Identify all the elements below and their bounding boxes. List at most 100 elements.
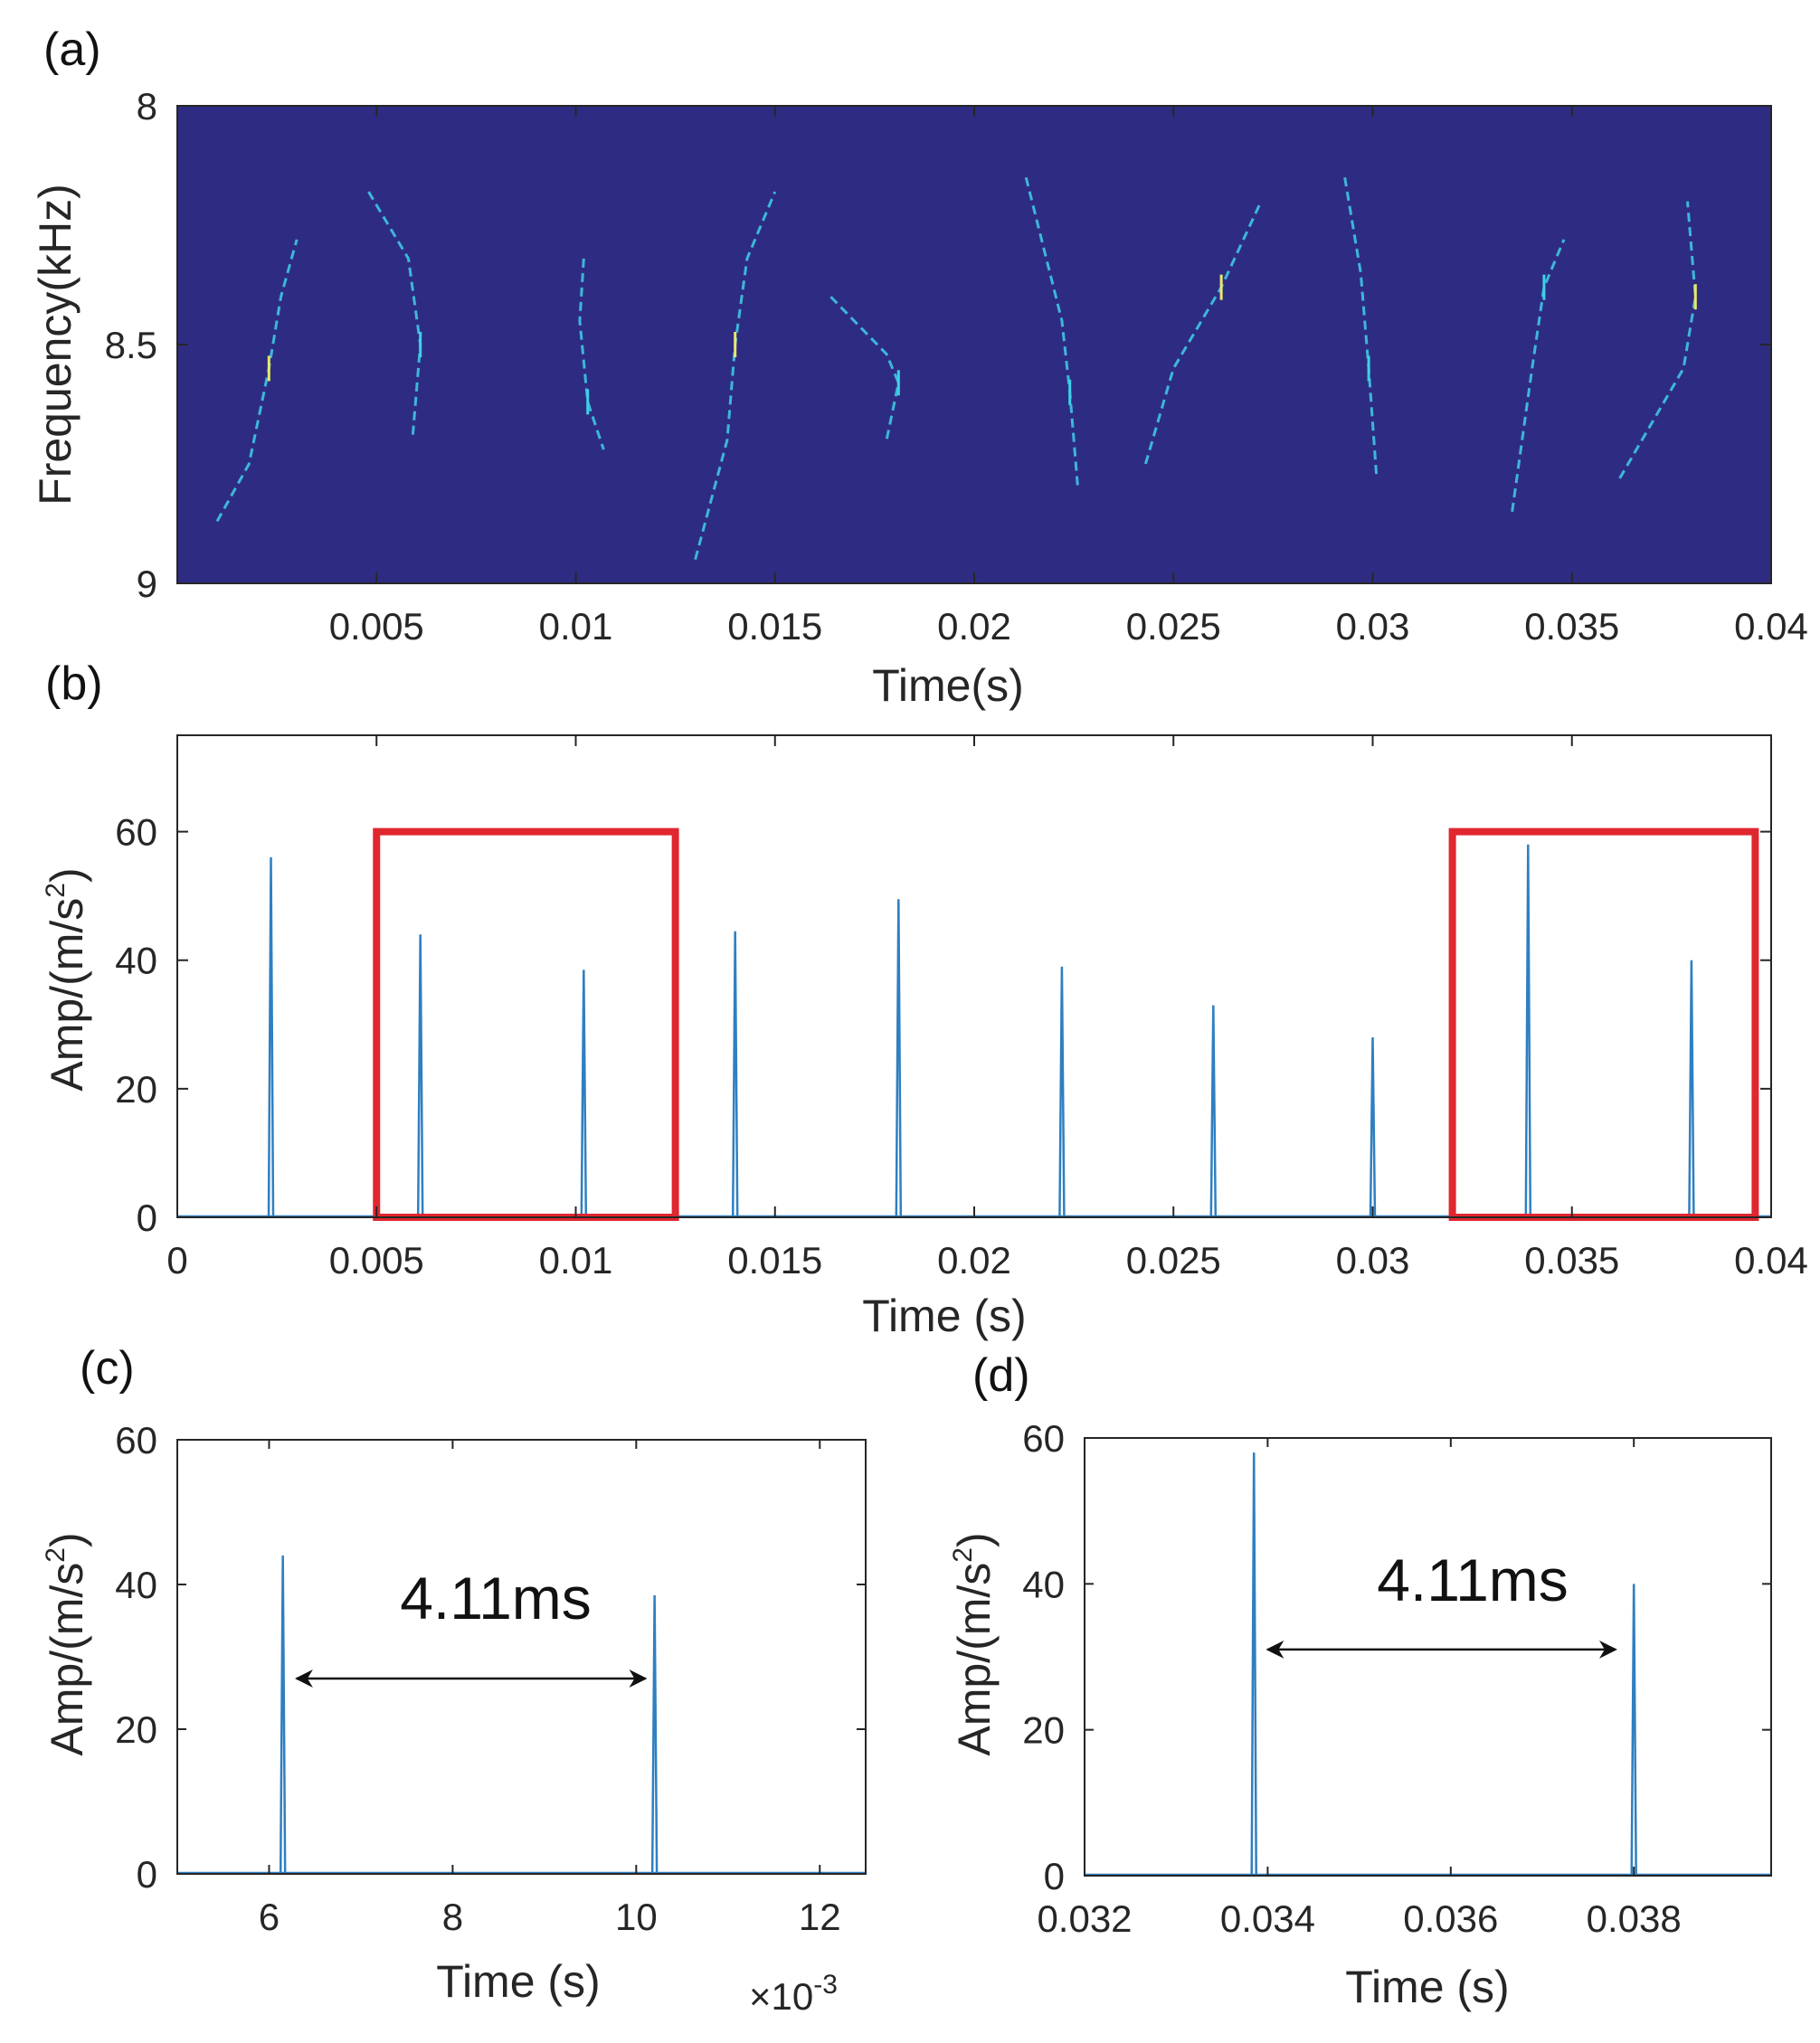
spectrogram-x-tick-labels: 0.005 0.01 0.015 0.02 0.025 0.03 0.035 0.04 [329, 605, 1808, 648]
panel-d: (d) 0.032 0.034 0.036 0.038 0 20 40 60 Time (s… [948, 1349, 1772, 2012]
x-tick-label-b: 0.01 [539, 1239, 613, 1282]
y-axis-label-d: Amp/(m/s2) [948, 1532, 1000, 1755]
x-tick-label-b: 0.04 [1734, 1239, 1808, 1282]
impulse-peak-d [1630, 1584, 1637, 1877]
impulse-peak-b [416, 934, 424, 1218]
spectrogram-plot-area [177, 106, 1771, 583]
x-axis-label-d: Time (s) [1345, 1962, 1509, 2012]
x-tick-label-b: 0.035 [1524, 1239, 1619, 1282]
spectrogram-ridge-2 [367, 191, 422, 440]
spectrogram-y-tick-labels: 88.59 [105, 85, 157, 605]
x-tick-label-b: 0 [166, 1239, 187, 1282]
x-tick-label-c: 8 [442, 1896, 463, 1938]
impulse-peak-b [580, 969, 588, 1218]
impulse-peak-c [279, 1555, 287, 1875]
x-tick-label-d: 0.036 [1403, 1897, 1498, 1940]
x-tick-label-a: 0.025 [1126, 605, 1221, 648]
y-tick-label-d: 60 [1022, 1417, 1065, 1460]
spectrogram-ridge-10 [1618, 201, 1697, 479]
impulse-peak-b [1369, 1036, 1377, 1218]
spectrogram-axes [176, 105, 1772, 584]
x-tick-label-a: 0.04 [1734, 605, 1808, 648]
y-tick-label-c: 40 [115, 1564, 157, 1606]
y-tick-label-b: 0 [137, 1196, 157, 1239]
x-tick-label-a: 0.02 [937, 605, 1011, 648]
x-tick-label-a: 0.015 [727, 605, 822, 648]
spectrogram-ridges [215, 176, 1697, 560]
x-tick-label-d: 0.034 [1220, 1897, 1315, 1940]
impulse-peak-d [1250, 1452, 1257, 1877]
spectrogram-ridge-3 [578, 258, 605, 450]
x-axis-label-b: Time (s) [862, 1291, 1026, 1341]
y-axis-label-a: Frequency(kHz) [30, 184, 81, 506]
spectrogram-ridge-6 [1024, 176, 1080, 488]
x-tick-label-b: 0.02 [937, 1239, 1011, 1282]
y-tick-label-a: 9 [137, 563, 157, 605]
y-tick-label-b: 40 [115, 940, 157, 982]
impulse-peak-b [1209, 1005, 1218, 1218]
panel-label-a: (a) [43, 24, 101, 76]
y-tick-label-d: 40 [1022, 1563, 1065, 1605]
x-tick-label-b: 0.015 [727, 1239, 822, 1282]
impulse-peak-b [267, 857, 275, 1218]
y-tick-label-b: 60 [115, 811, 157, 854]
panel-label-c: (c) [80, 1342, 135, 1395]
panel-c: (c) 6 8 10 12 0 20 40 60 Time (s) ×10-3 Amp/(m… [41, 1342, 867, 2018]
y-tick-labels-b: 0 20 40 60 [115, 811, 157, 1239]
y-tick-label-c: 0 [137, 1853, 157, 1896]
impulse-peak-b [1688, 960, 1695, 1218]
x-tick-label-a: 0.03 [1336, 605, 1410, 648]
y-tick-label-b: 20 [115, 1068, 157, 1111]
panel-label-d: (d) [972, 1349, 1030, 1402]
x-tick-label-d: 0.038 [1587, 1897, 1682, 1940]
axes-frame-c [176, 1439, 867, 1875]
y-tick-label-d: 0 [1044, 1855, 1065, 1897]
impulse-peak-c [650, 1594, 659, 1875]
panel-label-b: (b) [45, 657, 103, 710]
spectrogram-ridge-9 [1511, 239, 1566, 513]
x-tick-label-b: 0.025 [1126, 1239, 1221, 1282]
interval-annotation-d: 4.11ms [1377, 1546, 1569, 1613]
plot-area-b [177, 735, 1771, 1217]
x-tick-labels-d: 0.032 0.034 0.036 0.038 [1037, 1897, 1681, 1940]
x-tick-label-c: 12 [799, 1896, 841, 1938]
y-axis-label-c: Amp/(m/s2) [41, 1532, 92, 1755]
y-tick-label-c: 60 [115, 1419, 157, 1461]
x-axis-label-a: Time(s) [872, 660, 1024, 711]
panel-a: (a) 0.005 0.01 0.015 0.02 0.025 0.03 0.035 0.04… [30, 24, 1808, 711]
y-tick-labels-c: 0 20 40 60 [115, 1419, 157, 1896]
y-tick-label-a: 8.5 [105, 324, 157, 366]
y-tick-label-c: 20 [115, 1708, 157, 1751]
impulse-peak-b [1058, 966, 1066, 1218]
y-tick-label-d: 20 [1022, 1709, 1065, 1752]
y-tick-labels-d: 0 20 40 60 [1022, 1417, 1065, 1897]
x-tick-labels-c: 6 8 10 12 [259, 1896, 841, 1938]
y-tick-label-a: 8 [137, 85, 157, 128]
impulse-peak-b [895, 899, 903, 1218]
impulse-peak-b [1524, 844, 1532, 1218]
x-tick-label-b: 0.005 [329, 1239, 424, 1282]
plot-area-d [1085, 1438, 1771, 1876]
interval-annotation-c: 4.11ms [400, 1565, 592, 1632]
x-tick-label-c: 10 [615, 1896, 658, 1938]
x-tick-label-c: 6 [259, 1896, 280, 1938]
x-tick-label-d: 0.032 [1037, 1897, 1132, 1940]
x-tick-label-a: 0.01 [539, 605, 613, 648]
spectrogram-ridge-7 [1143, 200, 1263, 465]
amplitude-plot-d [1084, 1437, 1772, 1877]
y-axis-label-b: Amp/(m/s2) [41, 867, 92, 1091]
plot-area-c [177, 1440, 866, 1874]
x-tick-label-a: 0.005 [329, 605, 424, 648]
panel-b: (b) 0 0.005 0.01 0.015 0.02 0.025 0.03 0.035 0.0… [41, 657, 1808, 1341]
x-exponent-c: ×10-3 [749, 1970, 838, 2018]
amplitude-plot-b [176, 734, 1772, 1221]
spectrogram-ridge-5 [829, 296, 900, 440]
spectrogram-ridge-8 [1343, 176, 1379, 478]
x-tick-labels-b: 0 0.005 0.01 0.015 0.02 0.025 0.03 0.035 0.04 [166, 1239, 1808, 1282]
amplitude-plot-c [176, 1439, 867, 1875]
impulse-peak-b [731, 931, 739, 1218]
x-tick-label-a: 0.035 [1524, 605, 1619, 648]
axes-frame-d [1084, 1437, 1772, 1877]
x-axis-label-c: Time (s) [436, 1956, 600, 2007]
